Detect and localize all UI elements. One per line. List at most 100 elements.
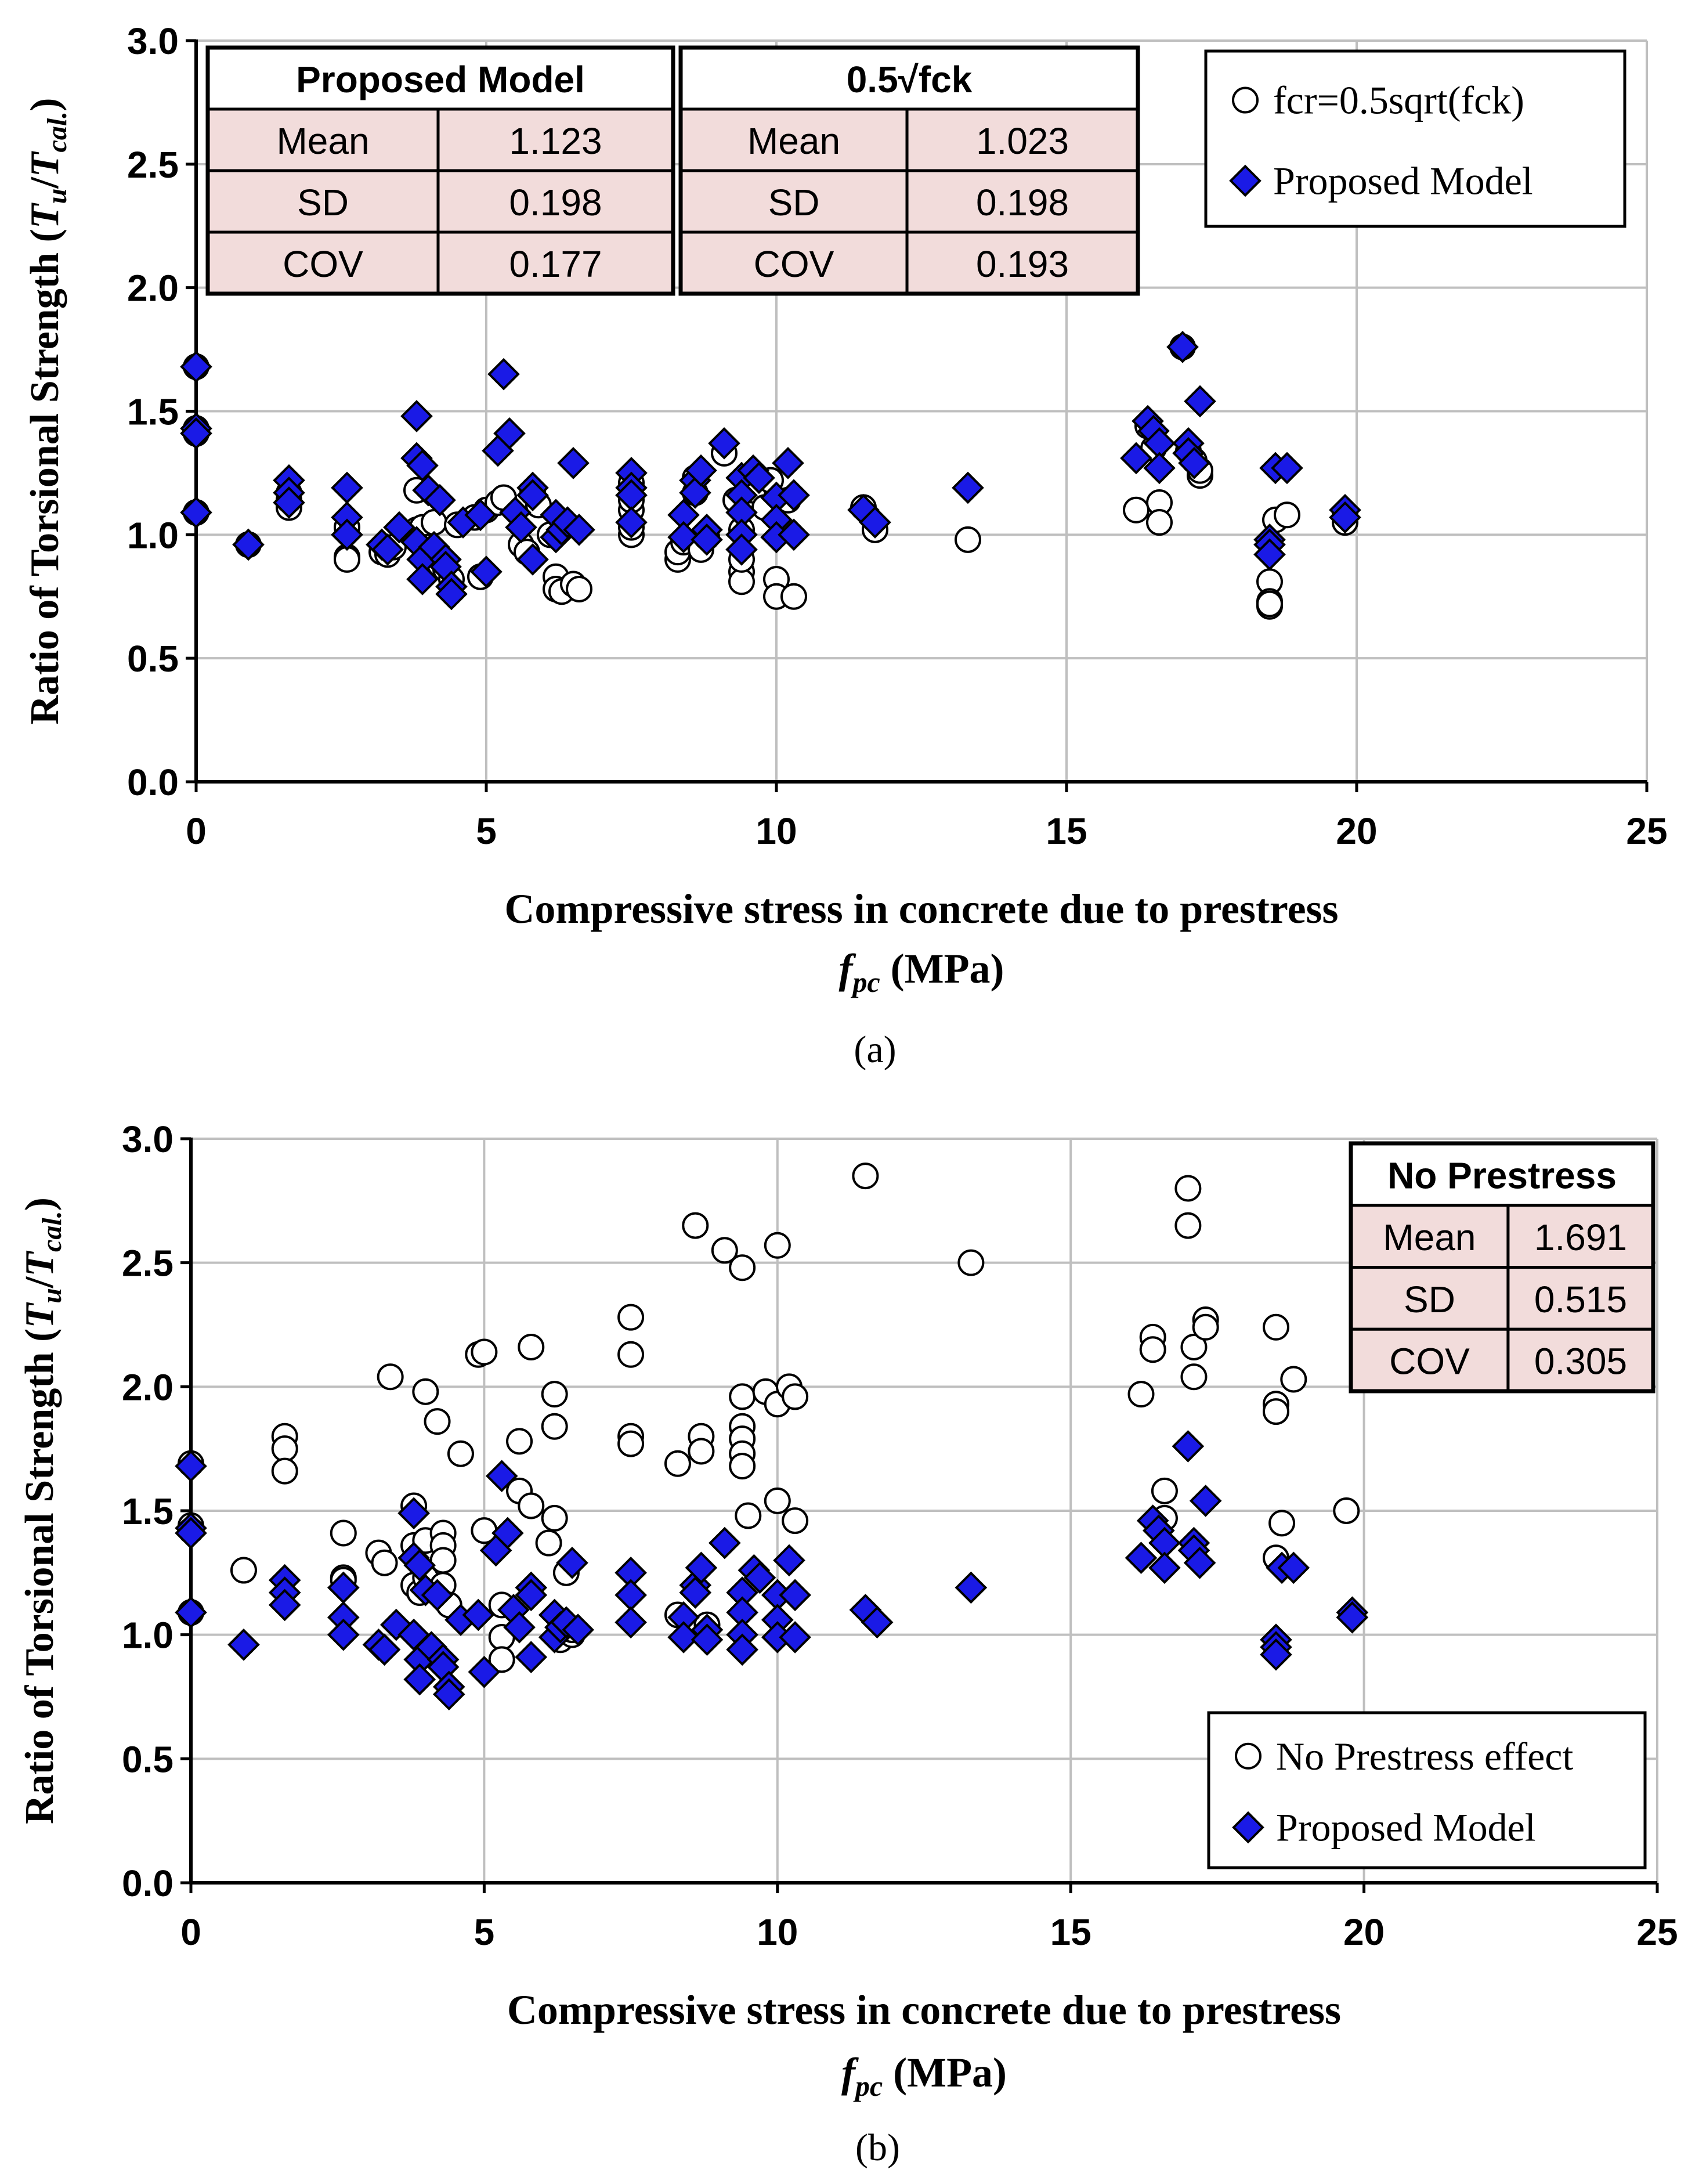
panel-label: (a): [854, 1028, 896, 1071]
diamond-point: [406, 563, 439, 595]
circle-point: [271, 1457, 298, 1485]
diamond-point: [1178, 447, 1210, 479]
y-tick-label: 0.0: [122, 1862, 174, 1904]
diamond-point: [667, 1621, 700, 1654]
circle-point: [617, 1304, 645, 1331]
y-tick-label: 0.5: [127, 638, 179, 680]
circle-point: [1333, 1497, 1360, 1524]
diamond-point: [1329, 501, 1361, 534]
diamond-point: [1184, 385, 1216, 418]
diamond-point: [952, 471, 984, 504]
table-value-cell: [1506, 1327, 1655, 1393]
table-stat-label: SD: [768, 182, 820, 223]
y-tick-label: 1.0: [127, 514, 179, 556]
diamond-point: [491, 1517, 524, 1550]
diamond-point: [400, 400, 433, 432]
circle-point: [1268, 1510, 1296, 1537]
table-title: Proposed Model: [296, 59, 585, 100]
legend-diamond-icon: [1229, 164, 1262, 197]
circle-point: [735, 1502, 762, 1529]
diamond-point: [691, 524, 723, 556]
table-stat-value: 1.123: [509, 120, 602, 162]
x-tick-label: 10: [757, 1911, 798, 1953]
circle-point: [429, 1547, 457, 1574]
series-diamonds: [175, 1430, 1369, 1711]
x-axis-label-line1: Compressive stress in concrete due to pr…: [504, 886, 1338, 932]
diamond-point: [563, 513, 595, 546]
x-axis-label-line2: fpc (MPa): [838, 945, 1004, 998]
circle-point: [1174, 1175, 1202, 1202]
x-tick-label: 5: [474, 1911, 495, 1953]
legend: fcr=0.5sqrt(fck) Proposed Model: [1204, 49, 1626, 228]
legend: No Prestress effect Proposed Model: [1207, 1711, 1647, 1869]
circle-point: [271, 1435, 298, 1463]
y-tick-label: 1.5: [122, 1490, 174, 1532]
circle-point: [664, 1450, 691, 1477]
diamond-point: [397, 1497, 430, 1530]
table-value-cell: [436, 107, 675, 172]
circle-point: [541, 1381, 568, 1408]
diamond-point: [368, 1633, 401, 1666]
data-series: [175, 1163, 1369, 1711]
legend-diamond-icon: [1232, 1811, 1264, 1844]
diamond-point: [462, 1598, 495, 1631]
diamond-point: [743, 461, 775, 494]
table-outline: [678, 45, 1140, 296]
table-stat-value: 0.515: [1534, 1279, 1627, 1320]
y-axis-label: Ratio of Torsional Strength (Tu/Tcal.): [17, 1197, 67, 1824]
y-tick-label: 2.0: [127, 268, 179, 309]
circle-point: [617, 1341, 645, 1368]
diamond-point: [1260, 1638, 1292, 1671]
diamond-point: [1271, 452, 1303, 485]
circle-point: [1180, 1363, 1208, 1391]
diamond-point: [1253, 538, 1286, 571]
table-title: 0.5√fck: [847, 59, 973, 100]
circle-point: [1127, 1381, 1155, 1408]
series-diamonds: [180, 330, 1361, 611]
diamond-point: [615, 1606, 647, 1639]
diamond-point: [725, 533, 758, 566]
circle-point: [506, 1428, 533, 1455]
diamond-point: [371, 533, 404, 566]
table-outline: [205, 45, 675, 296]
diamond-point: [743, 1561, 776, 1594]
table-stat-label: Mean: [747, 120, 840, 162]
circle-point: [852, 1163, 879, 1190]
diamond-point: [778, 479, 810, 512]
x-tick-label: 25: [1626, 810, 1667, 852]
legend-label: Proposed Model: [1276, 1806, 1536, 1850]
diamond-point: [268, 1589, 301, 1622]
diamond-point: [1120, 442, 1152, 475]
legend-label: fcr=0.5sqrt(fck): [1273, 78, 1524, 122]
x-tick-label: 0: [180, 1911, 201, 1953]
table-value-cell: [905, 230, 1140, 295]
table-stat-label: SD: [297, 182, 349, 223]
diamond-point: [180, 351, 212, 383]
diamond-point: [1183, 1546, 1216, 1579]
diamond-point: [175, 1450, 207, 1482]
y-axis-label: Ratio of Torsional Strength (Tu/Tcal.): [23, 98, 73, 725]
circle-point: [764, 1232, 791, 1259]
diamond-point: [327, 1618, 360, 1651]
diamond-point: [331, 518, 363, 551]
circle-point: [957, 1249, 985, 1276]
circle-point: [1139, 1336, 1166, 1363]
diamond-point: [485, 1460, 518, 1493]
diamond-point: [1277, 1551, 1310, 1584]
diamond-point: [227, 1628, 260, 1661]
circle-point: [711, 1237, 738, 1264]
diamond-point: [557, 447, 590, 479]
circle-point: [330, 1519, 357, 1547]
diamond-point: [685, 1551, 718, 1584]
circle-point: [1280, 1366, 1307, 1393]
diamond-point: [615, 506, 648, 539]
y-tick-label: 3.0: [122, 1118, 174, 1160]
diamond-point: [273, 486, 305, 519]
chart-panel-b: 0 5 10 15 20 25 0.0 0.5 1.0 1.5 2.0 2.5 3.0 Ratio of …: [17, 1118, 1678, 2169]
y-tick-label: 0.5: [122, 1738, 174, 1780]
table-stat-value: 0.177: [509, 243, 602, 285]
circle-point: [447, 1440, 474, 1467]
circle-point: [1192, 1313, 1219, 1341]
stats-table: Proposed Model Mean 1.123 SD 0.198 COV 0.177: [205, 45, 675, 296]
table-value-cell: [905, 169, 1140, 234]
